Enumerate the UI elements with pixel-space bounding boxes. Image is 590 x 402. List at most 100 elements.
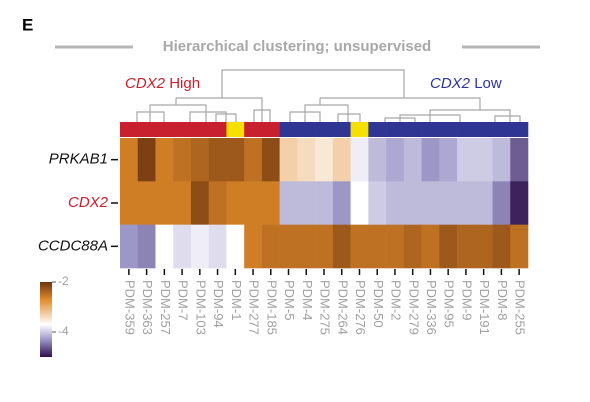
x-tick-label: PDM-264 bbox=[335, 280, 350, 335]
heat-cell bbox=[226, 224, 245, 269]
heat-cell bbox=[439, 138, 458, 182]
heat-cell bbox=[457, 224, 476, 269]
group-bar bbox=[368, 122, 387, 137]
group-bar bbox=[155, 122, 174, 137]
x-tick-label: PDM-359 bbox=[122, 280, 137, 335]
heat-cell bbox=[332, 138, 351, 182]
heat-cell bbox=[350, 181, 369, 225]
heat-cell bbox=[279, 181, 298, 225]
x-tick-label: PDM-185 bbox=[264, 280, 279, 335]
heat-cell bbox=[492, 181, 511, 225]
heat-cell bbox=[137, 138, 156, 182]
group-bar bbox=[297, 122, 316, 137]
heat-cell bbox=[421, 224, 440, 269]
heat-cell bbox=[155, 138, 174, 182]
heat-cell bbox=[510, 224, 529, 269]
heat-cell bbox=[439, 224, 458, 269]
heat-cell bbox=[474, 138, 493, 182]
heat-cell bbox=[386, 224, 405, 269]
group-bar bbox=[261, 122, 280, 137]
heat-cell bbox=[386, 138, 405, 182]
row-label: PRKAB1 bbox=[49, 151, 108, 168]
x-tick-label: PDM-7 bbox=[176, 280, 191, 320]
heat-cell bbox=[403, 224, 422, 269]
heat-cell bbox=[190, 224, 209, 269]
heat-cell bbox=[120, 224, 139, 269]
x-tick-label: PDM-103 bbox=[193, 280, 208, 335]
group-bar bbox=[279, 122, 298, 137]
heat-cell bbox=[439, 181, 458, 225]
heat-cell bbox=[510, 181, 529, 225]
heat-cell bbox=[315, 181, 334, 225]
heat-cell bbox=[190, 181, 209, 225]
heat-cell bbox=[368, 138, 387, 182]
group-bar bbox=[315, 122, 334, 137]
cluster-annotation: CDX2 High bbox=[125, 75, 200, 92]
row-label: CCDC88A bbox=[38, 237, 108, 254]
group-bar bbox=[439, 122, 458, 137]
x-tick-label: PDM-255 bbox=[513, 280, 528, 335]
heat-cell bbox=[190, 138, 209, 182]
x-tick-label: PDM-191 bbox=[477, 280, 492, 335]
group-bar bbox=[403, 122, 422, 137]
heat-cell bbox=[261, 181, 280, 225]
annotation-gene: CDX2 bbox=[430, 75, 471, 92]
heat-cell bbox=[173, 138, 192, 182]
heat-cell bbox=[350, 224, 369, 269]
group-bar bbox=[332, 122, 351, 137]
heat-cell bbox=[350, 138, 369, 182]
heat-cell bbox=[386, 181, 405, 225]
heat-cell bbox=[332, 181, 351, 225]
heat-cell bbox=[368, 224, 387, 269]
heat-cell bbox=[208, 181, 227, 225]
heat-cell bbox=[457, 181, 476, 225]
x-tick-label: PDM-363 bbox=[140, 280, 155, 335]
heat-cell bbox=[244, 138, 263, 182]
heat-cell bbox=[226, 138, 245, 182]
dendrogram bbox=[136, 69, 521, 122]
group-bar bbox=[137, 122, 156, 137]
x-tick-label: PDM-9 bbox=[459, 280, 474, 320]
heat-cell bbox=[297, 138, 316, 182]
annotation-gene: CDX2 bbox=[125, 75, 166, 92]
heat-cell bbox=[403, 138, 422, 182]
chart-title: Hierarchical clustering; unsupervised bbox=[163, 38, 431, 55]
heat-cell bbox=[279, 224, 298, 269]
colorbar-tick-label: -4 bbox=[58, 324, 69, 338]
group-bar bbox=[190, 122, 209, 137]
cluster-annotation: CDX2 Low bbox=[430, 75, 502, 92]
colorbar bbox=[40, 282, 52, 357]
x-tick-label: PDM-275 bbox=[318, 280, 333, 335]
heat-cell bbox=[492, 138, 511, 182]
x-tick-label: PDM-5 bbox=[282, 280, 297, 320]
x-tick-label: PDM-257 bbox=[158, 280, 173, 335]
heat-cell bbox=[332, 224, 351, 269]
x-tick-label: PDM-336 bbox=[424, 280, 439, 335]
heat-cell bbox=[155, 181, 174, 225]
group-bar bbox=[226, 122, 245, 137]
heat-cell bbox=[279, 138, 298, 182]
heat-cell bbox=[421, 138, 440, 182]
heat-cell bbox=[421, 181, 440, 225]
x-tick-label: PDM-95 bbox=[442, 280, 457, 328]
heat-cell bbox=[244, 224, 263, 269]
group-bar bbox=[350, 122, 369, 137]
panel-label: E bbox=[22, 15, 33, 34]
group-bar bbox=[510, 122, 529, 137]
heat-cell bbox=[403, 181, 422, 225]
heat-cell bbox=[474, 181, 493, 225]
heat-cell bbox=[137, 181, 156, 225]
x-tick-label: PDM-2 bbox=[389, 280, 404, 320]
heat-cell bbox=[457, 138, 476, 182]
annotation-label: Low bbox=[474, 75, 502, 92]
x-tick-label: PDM-94 bbox=[211, 280, 226, 328]
heat-cell bbox=[120, 181, 139, 225]
colorbar-tick-label: -2 bbox=[58, 274, 69, 288]
heat-cell bbox=[510, 138, 529, 182]
heat-cell bbox=[315, 138, 334, 182]
heat-cell bbox=[120, 138, 139, 182]
heat-cell bbox=[492, 224, 511, 269]
heat-cell bbox=[368, 181, 387, 225]
heat-cell bbox=[261, 224, 280, 269]
